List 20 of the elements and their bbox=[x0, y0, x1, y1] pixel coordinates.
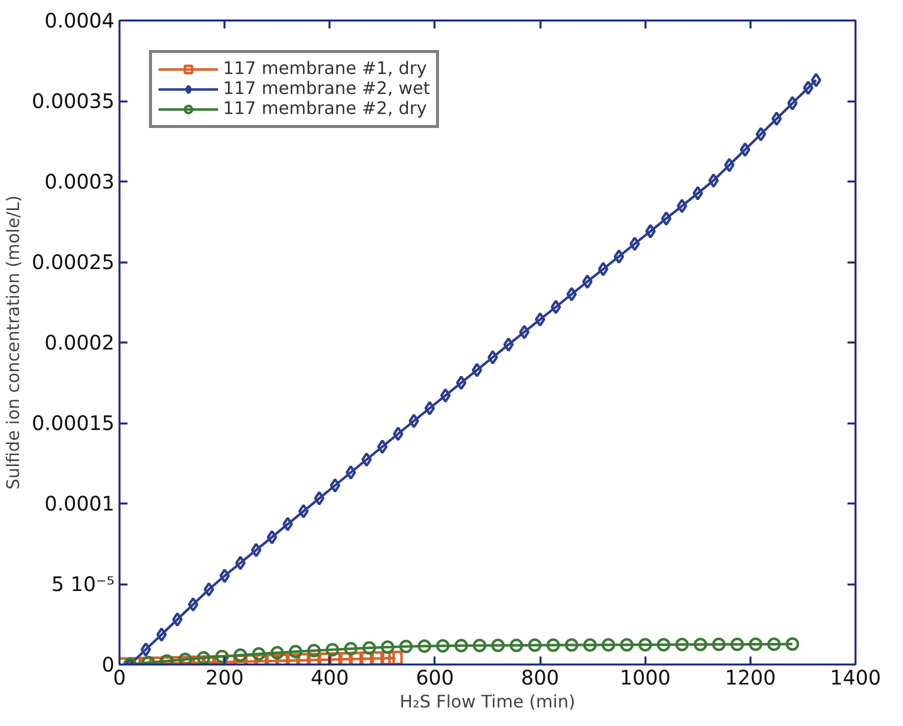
legend-label: 117 membrane #2, wet bbox=[223, 79, 430, 99]
y-tick-label: 0.00035 bbox=[32, 89, 115, 113]
y-tick-label: 0.00025 bbox=[32, 250, 115, 274]
y-tick-label: 0.0003 bbox=[44, 170, 115, 194]
legend-label: 117 membrane #1, dry bbox=[223, 59, 427, 79]
x-axis-title: H₂S Flow Time (min) bbox=[400, 692, 576, 712]
x-tick-label: 800 bbox=[520, 666, 560, 690]
y-tick-label: 0.0004 bbox=[44, 8, 115, 32]
x-tick-label: 1000 bbox=[620, 666, 671, 690]
y-tick-label: 5 10⁻⁵ bbox=[51, 572, 115, 596]
x-tick-label: 400 bbox=[310, 666, 349, 690]
x-tick-label: 1200 bbox=[724, 666, 776, 690]
y-tick-label: 0.0002 bbox=[44, 330, 115, 354]
legend-label: 117 membrane #2, dry bbox=[223, 99, 427, 119]
x-tick-label: 600 bbox=[416, 666, 454, 690]
x-tick-label: 1400 bbox=[830, 666, 881, 690]
y-axis-title: Sulfide ion concentration (mole/L) bbox=[4, 195, 24, 490]
y-tick-label: 0.00015 bbox=[32, 411, 115, 435]
y-tick-label: 0.0001 bbox=[44, 492, 115, 516]
x-tick-label: 200 bbox=[206, 666, 244, 690]
